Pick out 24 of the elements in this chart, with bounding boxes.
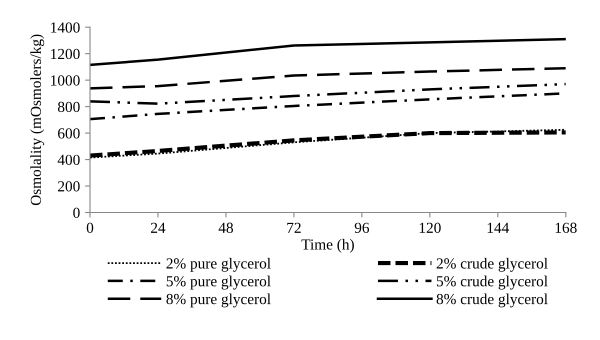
x-axis-title: Time (h): [302, 238, 354, 253]
y-tick-label: 600: [58, 128, 80, 139]
x-tick-label: 24: [151, 222, 166, 233]
x-tick-label: 0: [86, 222, 94, 233]
legend-label: 8% pure glycerol: [166, 293, 271, 308]
legend-label: 5% crude glycerol: [436, 276, 548, 290]
legend-label: 2% crude glycerol: [436, 258, 548, 272]
x-tick-label: 168: [556, 222, 577, 233]
y-tick-label: 1000: [51, 75, 80, 86]
y-tick-label: 200: [58, 181, 80, 192]
x-tick-label: 120: [420, 222, 441, 233]
x-tick-label: 72: [287, 222, 301, 233]
x-tick-label: 96: [354, 222, 370, 233]
legend-label: 8% crude glycerol: [436, 293, 548, 308]
y-tick-label: 800: [58, 102, 80, 112]
legend-label: 2% pure glycerol: [166, 258, 271, 272]
legend-label: 5% pure glycerol: [166, 276, 271, 290]
x-tick-label: 48: [218, 222, 233, 233]
y-axis-title: Osmolality (mOsmolers/kg): [30, 34, 44, 206]
y-tick-label: 400: [58, 154, 80, 166]
y-tick-label: 0: [73, 208, 80, 218]
y-tick-label: 1400: [51, 22, 80, 33]
x-tick-label: 144: [488, 222, 510, 233]
y-tick-label: 1200: [51, 48, 80, 60]
